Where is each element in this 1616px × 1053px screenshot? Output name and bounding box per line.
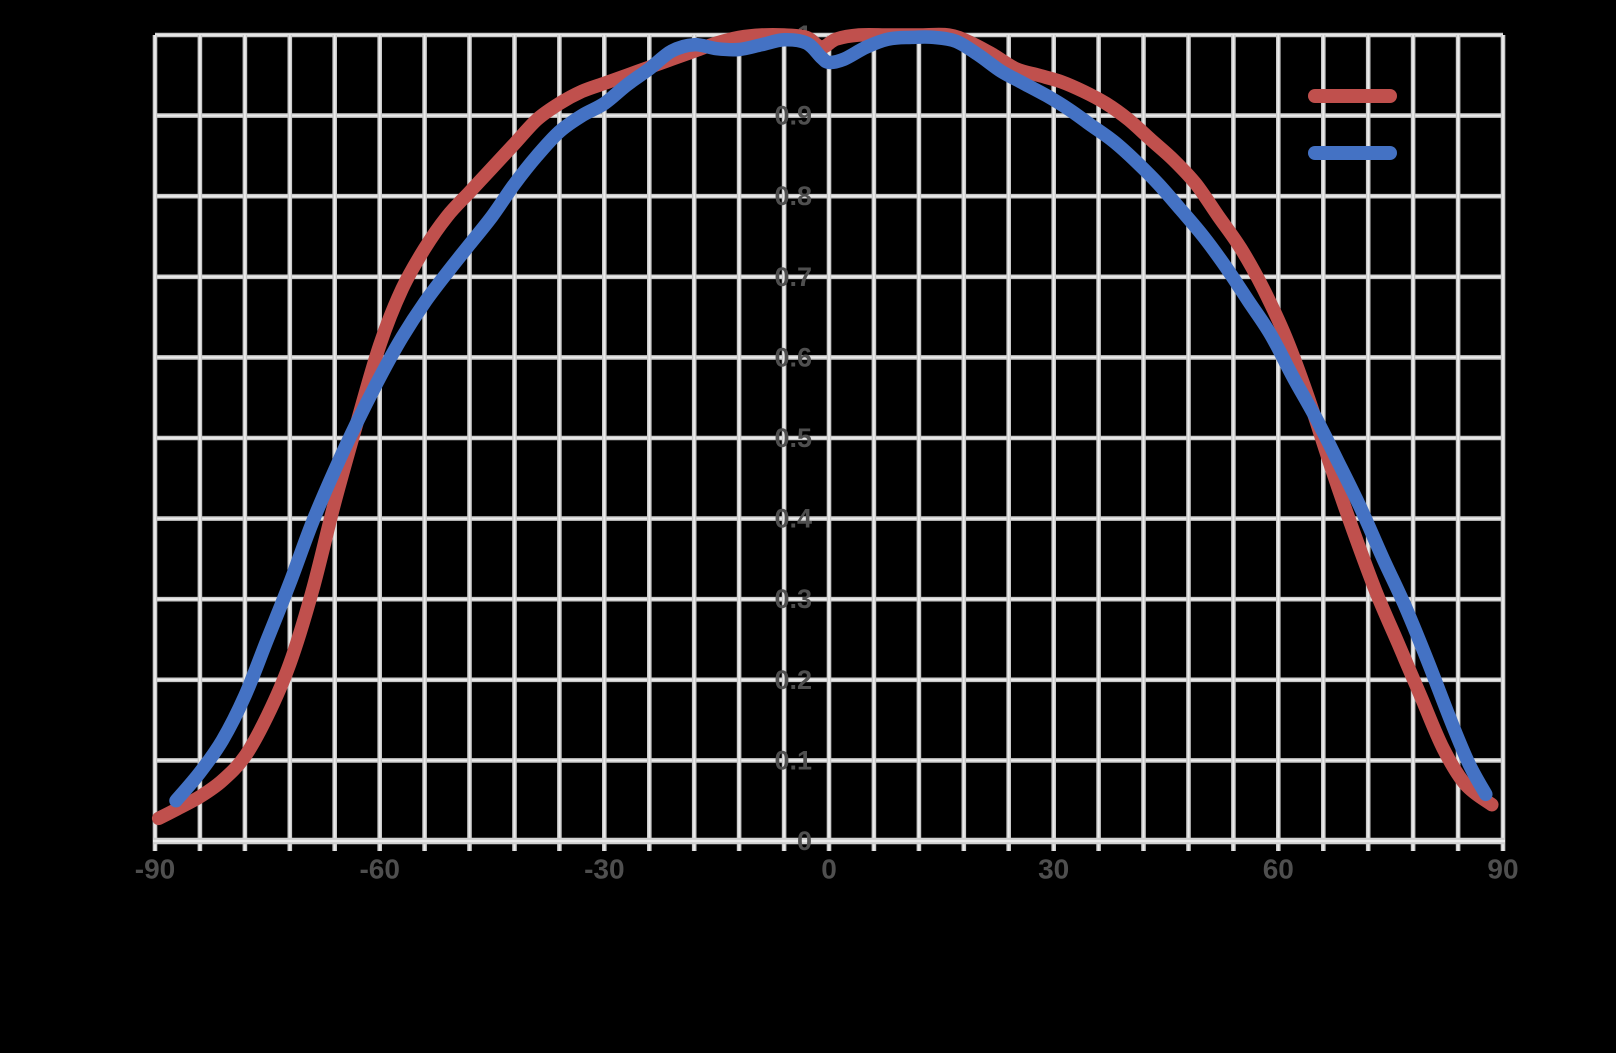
y-tick-label: 0.4 bbox=[774, 504, 812, 534]
y-tick-label: 0.1 bbox=[774, 745, 812, 775]
x-tick-label: 30 bbox=[1038, 854, 1069, 885]
series-blue-line bbox=[169, 30, 1493, 808]
x-tick-label: -60 bbox=[359, 854, 399, 885]
y-tick-label: 0.8 bbox=[774, 181, 812, 211]
x-tick-label: 0 bbox=[821, 854, 837, 885]
y-tick-label: 0.6 bbox=[774, 342, 812, 372]
legend bbox=[1308, 89, 1397, 160]
x-tick-label: 90 bbox=[1487, 854, 1518, 885]
x-tick-label: -90 bbox=[135, 854, 175, 885]
y-axis-labels: 00.10.20.30.40.50.60.70.80.91 bbox=[774, 20, 812, 856]
x-tick-label: -30 bbox=[584, 854, 624, 885]
x-tick-label: 60 bbox=[1263, 854, 1294, 885]
y-tick-label: 0.3 bbox=[774, 584, 812, 614]
y-tick-label: 0.7 bbox=[774, 262, 812, 292]
y-tick-label: 0 bbox=[797, 826, 812, 856]
x-axis-labels: -90 -60 -30 0 30 60 90 bbox=[135, 854, 1519, 885]
y-tick-label: 0.2 bbox=[774, 665, 812, 695]
series-lines bbox=[151, 27, 1499, 826]
y-tick-label: 0.5 bbox=[774, 423, 812, 453]
y-tick-label: 0.9 bbox=[774, 101, 812, 131]
